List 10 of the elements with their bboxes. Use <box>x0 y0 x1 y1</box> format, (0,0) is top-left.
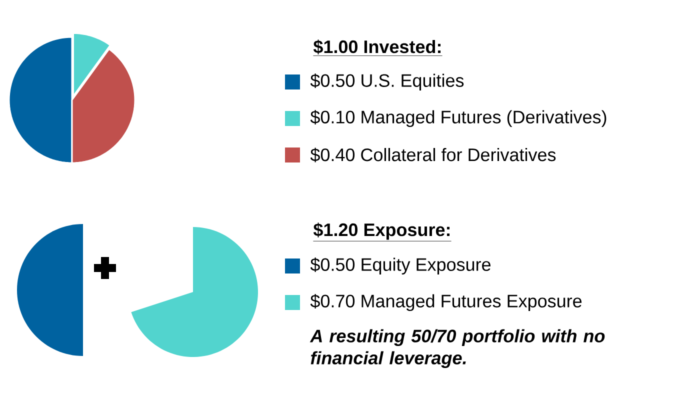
data-label: $0.70 <box>310 294 355 309</box>
text: A resulting 50/70 portfolio with no financial leverage. <box>310 329 605 368</box>
text: $1.20 Exposure: <box>313 222 450 240</box>
legend-label: $0.50 U.S. Equities <box>310 73 464 91</box>
category-label: Managed Futures Exposure <box>362 294 582 312</box>
legend-label: $0.10 Managed Futures (Derivatives) <box>310 110 606 128</box>
data-label: $0.50 <box>310 257 355 272</box>
chart-title: $1.00 Invested: <box>313 40 441 54</box>
category-label: Equity Exposure <box>362 258 490 275</box>
legend-label: $0.40 Collateral for Derivatives <box>310 148 556 162</box>
